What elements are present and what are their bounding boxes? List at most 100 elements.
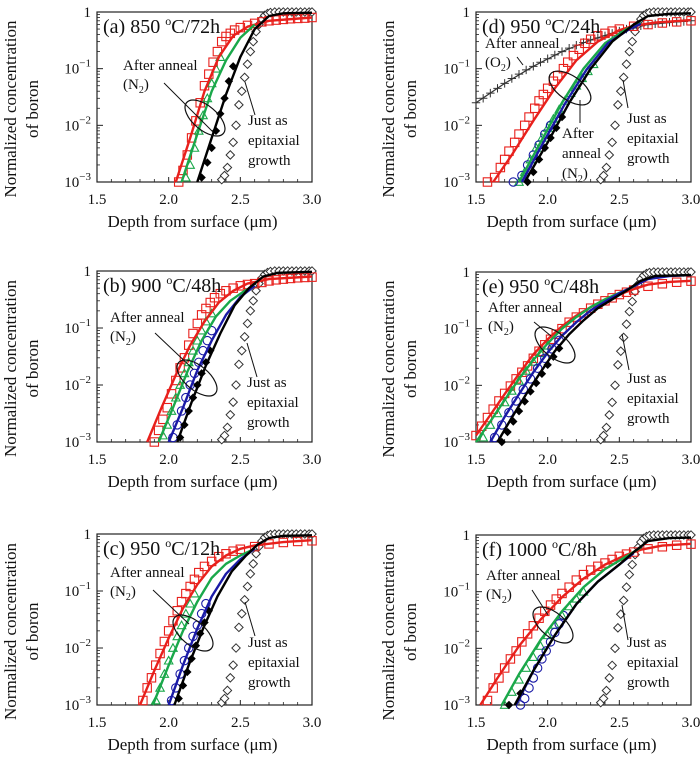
y-tick-base: 10 — [64, 435, 79, 451]
y-tick-exponent: −3 — [79, 694, 91, 706]
gas-close-paren: ) — [506, 55, 511, 71]
y-tick-exponent: −3 — [458, 431, 470, 443]
as-grown-leader-line — [622, 79, 629, 109]
grouping-ellipse — [548, 70, 592, 106]
y-tick-label: 10−3 — [64, 431, 91, 451]
green-triangle-marker — [176, 619, 187, 630]
red-square-marker — [585, 34, 596, 45]
black-filled-diamond-marker — [504, 700, 514, 710]
after-anneal-label: After anneal — [123, 58, 198, 74]
green-triangle-marker — [166, 405, 177, 415]
black-fit-line — [496, 273, 692, 443]
gas-element: N — [491, 587, 502, 603]
x-tick-label: 2.0 — [159, 715, 178, 731]
gas-subscript: 2 — [501, 63, 506, 74]
gas-close-paren: ) — [507, 587, 512, 603]
black-fit-line — [196, 11, 313, 183]
plot-frame — [96, 270, 313, 443]
open-diamond-marker — [615, 86, 626, 97]
gas-subscript: 2 — [126, 592, 131, 603]
open-diamond-marker — [618, 72, 629, 83]
open-diamond-marker — [598, 430, 609, 441]
y-axis-label: of boron — [23, 602, 42, 661]
x-tick-label: 2.0 — [538, 192, 557, 208]
x-tick-label: 2.5 — [231, 715, 250, 731]
x-axis-label: Depth from surface (μm) — [107, 472, 277, 491]
black-fit-line — [523, 12, 692, 183]
open-diamond-marker — [245, 305, 256, 316]
cross-marker — [486, 88, 495, 98]
gas-open-paren: ( — [486, 587, 491, 603]
open-diamond-marker — [219, 430, 230, 441]
black-fit-line — [173, 534, 313, 706]
y-tick-base: 10 — [443, 118, 458, 134]
gas-close-paren: ) — [131, 329, 136, 345]
red-square-marker — [235, 544, 246, 555]
grouping-ellipse — [176, 359, 218, 397]
panel-title: (c) 950 oC/12h — [103, 536, 220, 560]
n2-leader-line — [531, 589, 549, 616]
open-diamond-marker — [236, 86, 247, 97]
black-filled-diamond-marker — [203, 158, 212, 167]
y-tick-label: 10−2 — [443, 637, 470, 657]
y-axis-label: Normalized concentration — [1, 543, 20, 721]
grouping-ellipse — [172, 614, 214, 652]
y-tick-base: 10 — [443, 641, 458, 657]
as-grown-label: epitaxial — [627, 655, 679, 671]
gas-element: O — [490, 55, 501, 71]
x-tick-label: 3.0 — [682, 192, 700, 208]
gas-open-paren: ( — [110, 584, 115, 600]
y-tick-label: 10−1 — [64, 58, 91, 78]
cross-marker — [529, 62, 538, 71]
open-diamond-marker — [248, 558, 259, 569]
n2-leader-line — [533, 321, 552, 337]
y-tick-exponent: −2 — [458, 637, 470, 649]
x-tick-label: 2.5 — [231, 192, 250, 208]
open-diamond-marker — [236, 608, 247, 619]
y-tick-label: 1 — [463, 265, 471, 281]
o2-gas-label: (O2) — [485, 55, 511, 74]
gas-element: N — [128, 77, 139, 93]
x-tick-label: 3.0 — [303, 192, 322, 208]
gas-open-paren: ( — [485, 55, 490, 71]
as-grown-leader-line — [246, 342, 258, 378]
black-fit-line — [513, 536, 692, 706]
cross-marker — [543, 54, 552, 63]
gas-subscript: 2 — [504, 327, 509, 338]
y-tick-label: 10−1 — [443, 58, 470, 78]
green-triangle-marker — [180, 608, 192, 618]
y-tick-base: 10 — [64, 62, 79, 78]
blue-circle-marker — [518, 384, 529, 395]
panel-title-prefix: (c) 950 — [103, 538, 165, 560]
open-diamond-marker — [233, 99, 244, 110]
as-grown-label: growth — [248, 153, 291, 169]
y-axis-label: of boron — [23, 79, 42, 138]
open-diamond-marker — [627, 559, 638, 570]
y-tick-exponent: −3 — [458, 694, 470, 706]
cross-marker — [471, 98, 481, 107]
open-diamond-marker — [624, 569, 635, 580]
cross-marker — [478, 94, 488, 103]
open-diamond-marker — [236, 345, 247, 356]
plot-area — [146, 266, 317, 447]
as-grown-label: Just as — [248, 113, 288, 129]
n2-gas-label: (N2) — [486, 587, 512, 606]
red-square-marker — [628, 547, 639, 557]
plot-frame — [475, 11, 692, 183]
x-axis-label: Depth from surface (μm) — [107, 735, 277, 754]
cross-marker — [536, 58, 545, 67]
cross-marker — [521, 65, 531, 75]
as-grown-leader-line — [621, 333, 630, 371]
black-filled-diamond-marker — [207, 143, 216, 153]
gas-element: N — [493, 319, 504, 335]
green-triangle-marker — [192, 335, 203, 345]
green-fit-line — [180, 23, 256, 183]
y-tick-base: 10 — [443, 378, 458, 394]
red-square-marker — [517, 637, 527, 647]
y-tick-exponent: −1 — [79, 317, 91, 329]
y-tick-exponent: −2 — [79, 637, 91, 649]
x-tick-label: 1.5 — [88, 715, 107, 731]
